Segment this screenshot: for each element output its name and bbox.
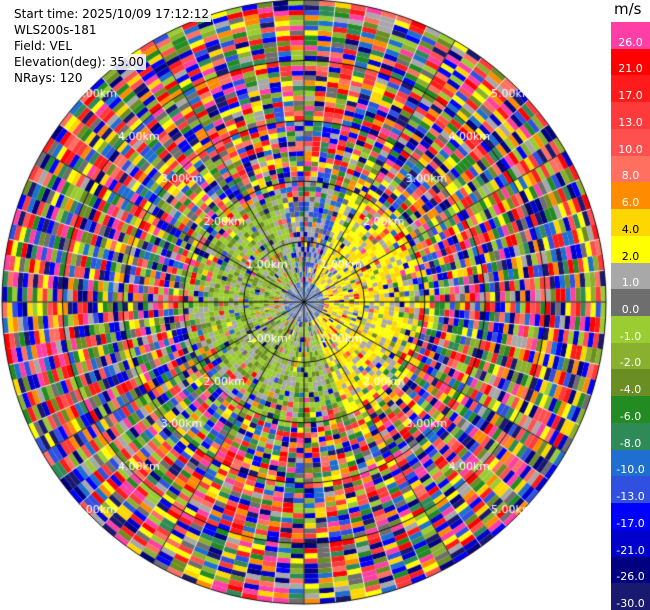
colorbar-segment	[611, 289, 650, 317]
colorbar-tick-label: 26.0	[618, 35, 643, 49]
colorbar-tick-label: -21.0	[616, 543, 645, 557]
colorbar-tick-label: -13.0	[616, 490, 645, 504]
colorbar-tick-label: 1.0	[621, 276, 640, 290]
colorbar-segment	[611, 422, 650, 451]
colorbar-segment	[611, 583, 650, 610]
nrays-label: NRays: 120	[12, 70, 85, 86]
colorbar-segment	[611, 529, 650, 558]
colorbar: 26.0 21.0 17.0 13.0 10.0 8.0 6.0 4.0 2.0 1.0 0.0 -1…	[611, 22, 650, 610]
colorbar-tick-label: 10.0	[618, 142, 643, 156]
colorbar-segment	[611, 476, 650, 504]
colorbar-tick-label: -17.0	[616, 516, 645, 530]
colorbar-tick-label: 4.0	[621, 222, 640, 236]
colorbar-tick-label: -1.0	[619, 329, 642, 343]
colorbar-tick-label: -4.0	[619, 383, 642, 397]
colorbar-tick-label: 0.0	[621, 303, 640, 316]
colorbar-tick-label: -30.0	[616, 597, 645, 610]
colorbar-unit: m/s	[614, 0, 642, 18]
colorbar-tick-label: -6.0	[619, 409, 642, 423]
colorbar-tick-label: 8.0	[621, 169, 640, 183]
colorbar-segment	[611, 556, 650, 584]
colorbar-tick-label: -10.0	[616, 463, 645, 477]
ppi-velocity-plot	[0, 0, 610, 610]
colorbar-segment	[611, 369, 650, 397]
colorbar-tick-label: 6.0	[621, 196, 640, 210]
instrument-label: WLS200s-181	[12, 22, 99, 38]
colorbar-segment	[611, 22, 650, 50]
colorbar-tick-label: -2.0	[619, 356, 642, 370]
colorbar-segment	[611, 209, 650, 237]
colorbar-tick-label: 17.0	[618, 89, 643, 103]
elevation-label: Elevation(deg): 35.00	[12, 54, 146, 70]
colorbar-segment	[611, 262, 650, 290]
colorbar-tick-label: 2.0	[621, 249, 640, 263]
colorbar-tick-label: 13.0	[618, 115, 643, 129]
colorbar-tick-label: -26.0	[616, 570, 645, 584]
colorbar-segment	[611, 102, 650, 130]
colorbar-segment	[611, 503, 650, 531]
colorbar-segment	[611, 316, 650, 344]
colorbar-segment	[611, 182, 650, 210]
colorbar-segment	[611, 235, 650, 264]
colorbar-segment	[611, 128, 650, 157]
start-time-label: Start time: 2025/10/09 17:12:12	[12, 6, 211, 22]
colorbar-segment	[611, 449, 650, 477]
colorbar-segment	[611, 342, 650, 370]
colorbar-tick-label: 21.0	[618, 62, 643, 76]
colorbar-segment	[611, 396, 650, 424]
field-label: Field: VEL	[12, 38, 75, 54]
colorbar-segment	[611, 155, 650, 183]
colorbar-tick-label: -8.0	[619, 436, 642, 450]
colorbar-segment	[611, 75, 650, 103]
colorbar-segment	[611, 48, 650, 76]
